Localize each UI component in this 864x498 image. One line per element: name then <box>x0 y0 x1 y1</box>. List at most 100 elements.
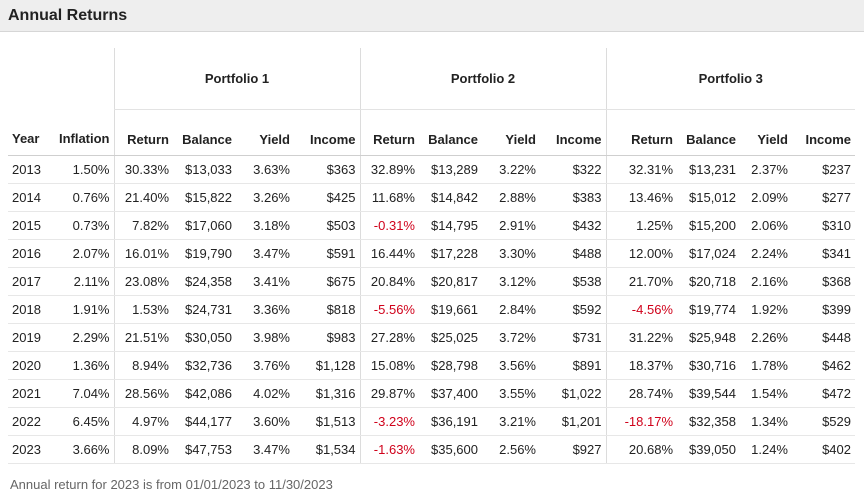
cell-return: 31.22% <box>605 323 677 352</box>
table-body: 2013 1.50% 30.33% $13,033 3.63% $363 32.… <box>8 155 855 464</box>
cell-return: 16.44% <box>359 239 419 268</box>
cell-return: 12.00% <box>605 239 677 268</box>
cell-income: $363 <box>294 155 360 184</box>
cell-balance: $17,024 <box>677 239 740 268</box>
cell-yield: 2.06% <box>740 211 792 240</box>
cell-year: 2022 <box>8 407 48 436</box>
cell-yield: 3.22% <box>482 155 540 184</box>
group-spacer <box>8 48 114 110</box>
cell-inflation: 1.91% <box>48 295 114 324</box>
cell-income: $402 <box>792 435 855 464</box>
col-header-yield: Yield <box>482 109 540 156</box>
table-row: 2013 1.50% 30.33% $13,033 3.63% $363 32.… <box>8 155 855 184</box>
cell-balance: $35,600 <box>419 435 482 464</box>
cell-inflation: 1.36% <box>48 351 114 380</box>
cell-balance: $19,661 <box>419 295 482 324</box>
cell-return: 28.74% <box>605 379 677 408</box>
cell-income: $277 <box>792 183 855 212</box>
cell-return: 4.97% <box>113 407 173 436</box>
cell-year: 2014 <box>8 183 48 212</box>
cell-return: 32.89% <box>359 155 419 184</box>
cell-return-negative: -5.56% <box>359 295 419 324</box>
cell-yield: 2.37% <box>740 155 792 184</box>
cell-return: 28.56% <box>113 379 173 408</box>
cell-balance: $19,774 <box>677 295 740 324</box>
group-header-portfolio-2: Portfolio 2 <box>359 48 606 110</box>
table-row: 2017 2.11% 23.08% $24,358 3.41% $675 20.… <box>8 267 855 296</box>
cell-income: $983 <box>294 323 360 352</box>
cell-yield: 2.26% <box>740 323 792 352</box>
col-header-yield: Yield <box>740 109 792 156</box>
cell-return: 1.53% <box>113 295 173 324</box>
cell-balance: $24,731 <box>173 295 236 324</box>
cell-yield: 3.36% <box>236 295 294 324</box>
col-header-balance: Balance <box>419 109 482 156</box>
cell-yield: 2.91% <box>482 211 540 240</box>
cell-yield: 2.24% <box>740 239 792 268</box>
cell-balance: $14,795 <box>419 211 482 240</box>
cell-return: 21.70% <box>605 267 677 296</box>
cell-income: $675 <box>294 267 360 296</box>
cell-return: 20.84% <box>359 267 419 296</box>
cell-income: $322 <box>540 155 606 184</box>
cell-return: 16.01% <box>113 239 173 268</box>
cell-return-negative: -18.17% <box>605 407 677 436</box>
cell-income: $448 <box>792 323 855 352</box>
table-row: 2016 2.07% 16.01% $19,790 3.47% $591 16.… <box>8 239 855 268</box>
cell-yield: 3.47% <box>236 239 294 268</box>
cell-return: 8.94% <box>113 351 173 380</box>
cell-yield: 3.47% <box>236 435 294 464</box>
cell-income: $927 <box>540 435 606 464</box>
table-row: 2019 2.29% 21.51% $30,050 3.98% $983 27.… <box>8 323 855 352</box>
cell-income: $891 <box>540 351 606 380</box>
cell-year: 2019 <box>8 323 48 352</box>
cell-return: 7.82% <box>113 211 173 240</box>
cell-return: 21.40% <box>113 183 173 212</box>
col-header-inflation: Inflation <box>48 109 114 156</box>
cell-income: $1,316 <box>294 379 360 408</box>
cell-return: 11.68% <box>359 183 419 212</box>
table-row: 2022 6.45% 4.97% $44,177 3.60% $1,513 -3… <box>8 407 855 436</box>
cell-income: $1,534 <box>294 435 360 464</box>
col-header-income: Income <box>294 109 360 156</box>
cell-year: 2018 <box>8 295 48 324</box>
cell-balance: $32,736 <box>173 351 236 380</box>
cell-balance: $32,358 <box>677 407 740 436</box>
cell-balance: $25,948 <box>677 323 740 352</box>
cell-return: 20.68% <box>605 435 677 464</box>
cell-income: $538 <box>540 267 606 296</box>
cell-yield: 3.12% <box>482 267 540 296</box>
table-row: 2018 1.91% 1.53% $24,731 3.36% $818 -5.5… <box>8 295 855 324</box>
col-header-return: Return <box>113 109 173 156</box>
cell-return-negative: -0.31% <box>359 211 419 240</box>
cell-balance: $15,200 <box>677 211 740 240</box>
cell-return: 30.33% <box>113 155 173 184</box>
cell-inflation: 3.66% <box>48 435 114 464</box>
cell-balance: $20,817 <box>419 267 482 296</box>
cell-yield: 3.18% <box>236 211 294 240</box>
cell-balance: $42,086 <box>173 379 236 408</box>
table-row: 2023 3.66% 8.09% $47,753 3.47% $1,534 -1… <box>8 435 855 464</box>
cell-income: $591 <box>294 239 360 268</box>
col-header-yield: Yield <box>236 109 294 156</box>
cell-income: $529 <box>792 407 855 436</box>
cell-balance: $14,842 <box>419 183 482 212</box>
cell-return: 18.37% <box>605 351 677 380</box>
table-row: 2014 0.76% 21.40% $15,822 3.26% $425 11.… <box>8 183 855 212</box>
cell-income: $1,201 <box>540 407 606 436</box>
cell-balance: $28,798 <box>419 351 482 380</box>
column-header-row: Year Inflation Return Balance Yield Inco… <box>8 109 855 156</box>
panel-header: Annual Returns <box>0 0 864 32</box>
cell-return: 23.08% <box>113 267 173 296</box>
cell-inflation: 0.73% <box>48 211 114 240</box>
cell-yield: 3.98% <box>236 323 294 352</box>
cell-inflation: 0.76% <box>48 183 114 212</box>
cell-yield: 1.54% <box>740 379 792 408</box>
cell-balance: $19,790 <box>173 239 236 268</box>
cell-return: 29.87% <box>359 379 419 408</box>
col-header-income: Income <box>540 109 606 156</box>
cell-income: $488 <box>540 239 606 268</box>
cell-yield: 3.55% <box>482 379 540 408</box>
cell-balance: $15,012 <box>677 183 740 212</box>
